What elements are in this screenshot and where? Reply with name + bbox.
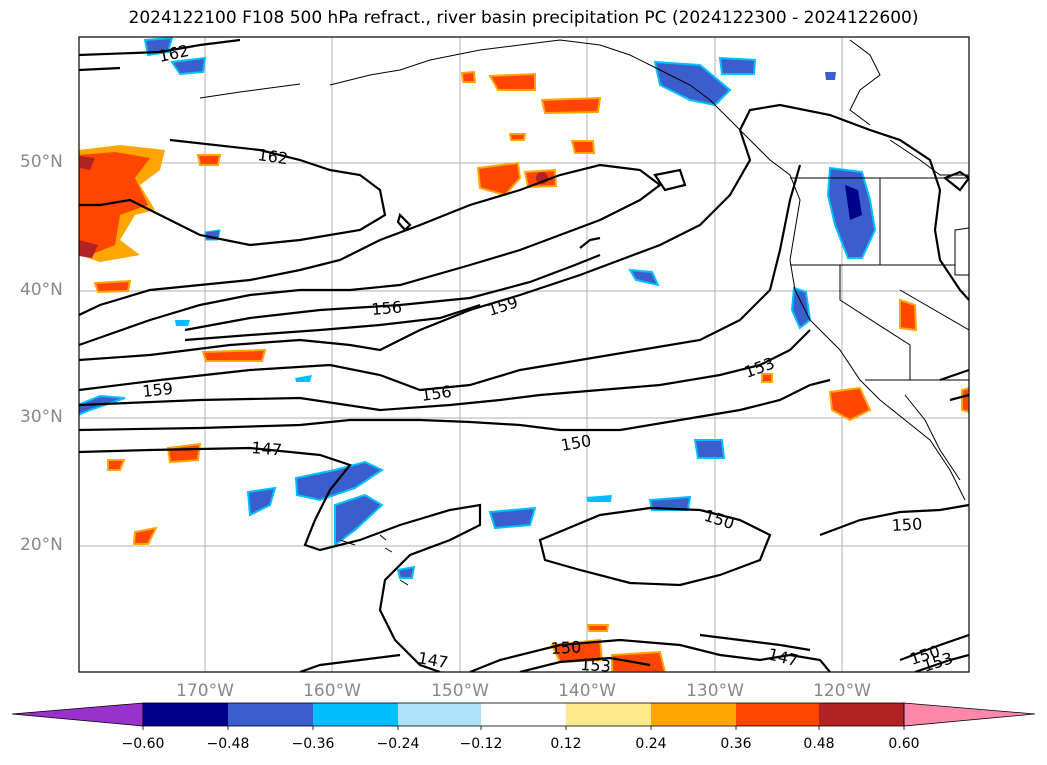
lat-label-40n: 40°N: [20, 280, 63, 300]
contour-labels: 162 162 156 159 159 156 153 147 150 150 …: [141, 41, 955, 676]
colorbar-tick-label: −0.24: [376, 736, 420, 752]
colorbar-border: [142, 702, 905, 727]
colorbar-tick-label: 0.48: [803, 736, 835, 752]
gridlines: [79, 37, 969, 672]
colorbar-tick-label: 0.24: [635, 736, 667, 752]
colorbar-tick-label: −0.48: [206, 736, 250, 752]
lon-label-140w: 140°W: [558, 681, 616, 701]
colorbar-extend-left: [11, 702, 144, 727]
colorbar-tick-label: −0.12: [459, 736, 503, 752]
figure-title: 2024122100 F108 500 hPa refract., river …: [128, 8, 919, 28]
contour-label: 150: [550, 637, 581, 658]
colorbar-extend-right: [903, 702, 1036, 727]
contour-label: 162: [256, 145, 289, 168]
refractivity-contours: [79, 38, 969, 672]
contour-label: 150: [891, 514, 922, 535]
contour-label: 156: [420, 382, 453, 405]
colorbar-swatch: [313, 703, 398, 726]
colorbar-tick-label: 0.36: [720, 736, 752, 752]
lon-label-120w: 120°W: [813, 681, 871, 701]
lon-label-170w: 170°W: [176, 681, 234, 701]
lat-label-30n: 30°N: [20, 407, 63, 427]
colorbar-swatch: [398, 703, 481, 726]
colorbar-swatch: [736, 703, 819, 726]
colorbar-swatch: [228, 703, 313, 726]
colorbar-tick-label: 0.12: [550, 736, 582, 752]
colorbar-swatch: [819, 703, 904, 726]
colorbar-tick-label: 0.60: [888, 736, 920, 752]
colorbar-swatch: [143, 703, 228, 726]
colorbar-tick-label: −0.60: [121, 736, 165, 752]
negative-precip-areas: [79, 37, 877, 579]
colorbar-swatch: [651, 703, 736, 726]
lat-label-50n: 50°N: [20, 152, 63, 172]
lon-label-160w: 160°W: [303, 681, 361, 701]
colorbar-swatch: [481, 703, 566, 726]
contour-label: 147: [251, 438, 283, 460]
colorbar: [11, 702, 1036, 730]
lon-label-150w: 150°W: [431, 681, 489, 701]
map-border: [78, 36, 970, 673]
colorbar-swatch: [566, 703, 651, 726]
lat-label-20n: 20°N: [20, 535, 63, 555]
contour-label: 156: [371, 297, 403, 319]
contour-label: 153: [580, 655, 611, 676]
colorbar-tick-label: −0.36: [291, 736, 335, 752]
contour-label: 159: [141, 379, 173, 401]
lon-label-130w: 130°W: [686, 681, 744, 701]
